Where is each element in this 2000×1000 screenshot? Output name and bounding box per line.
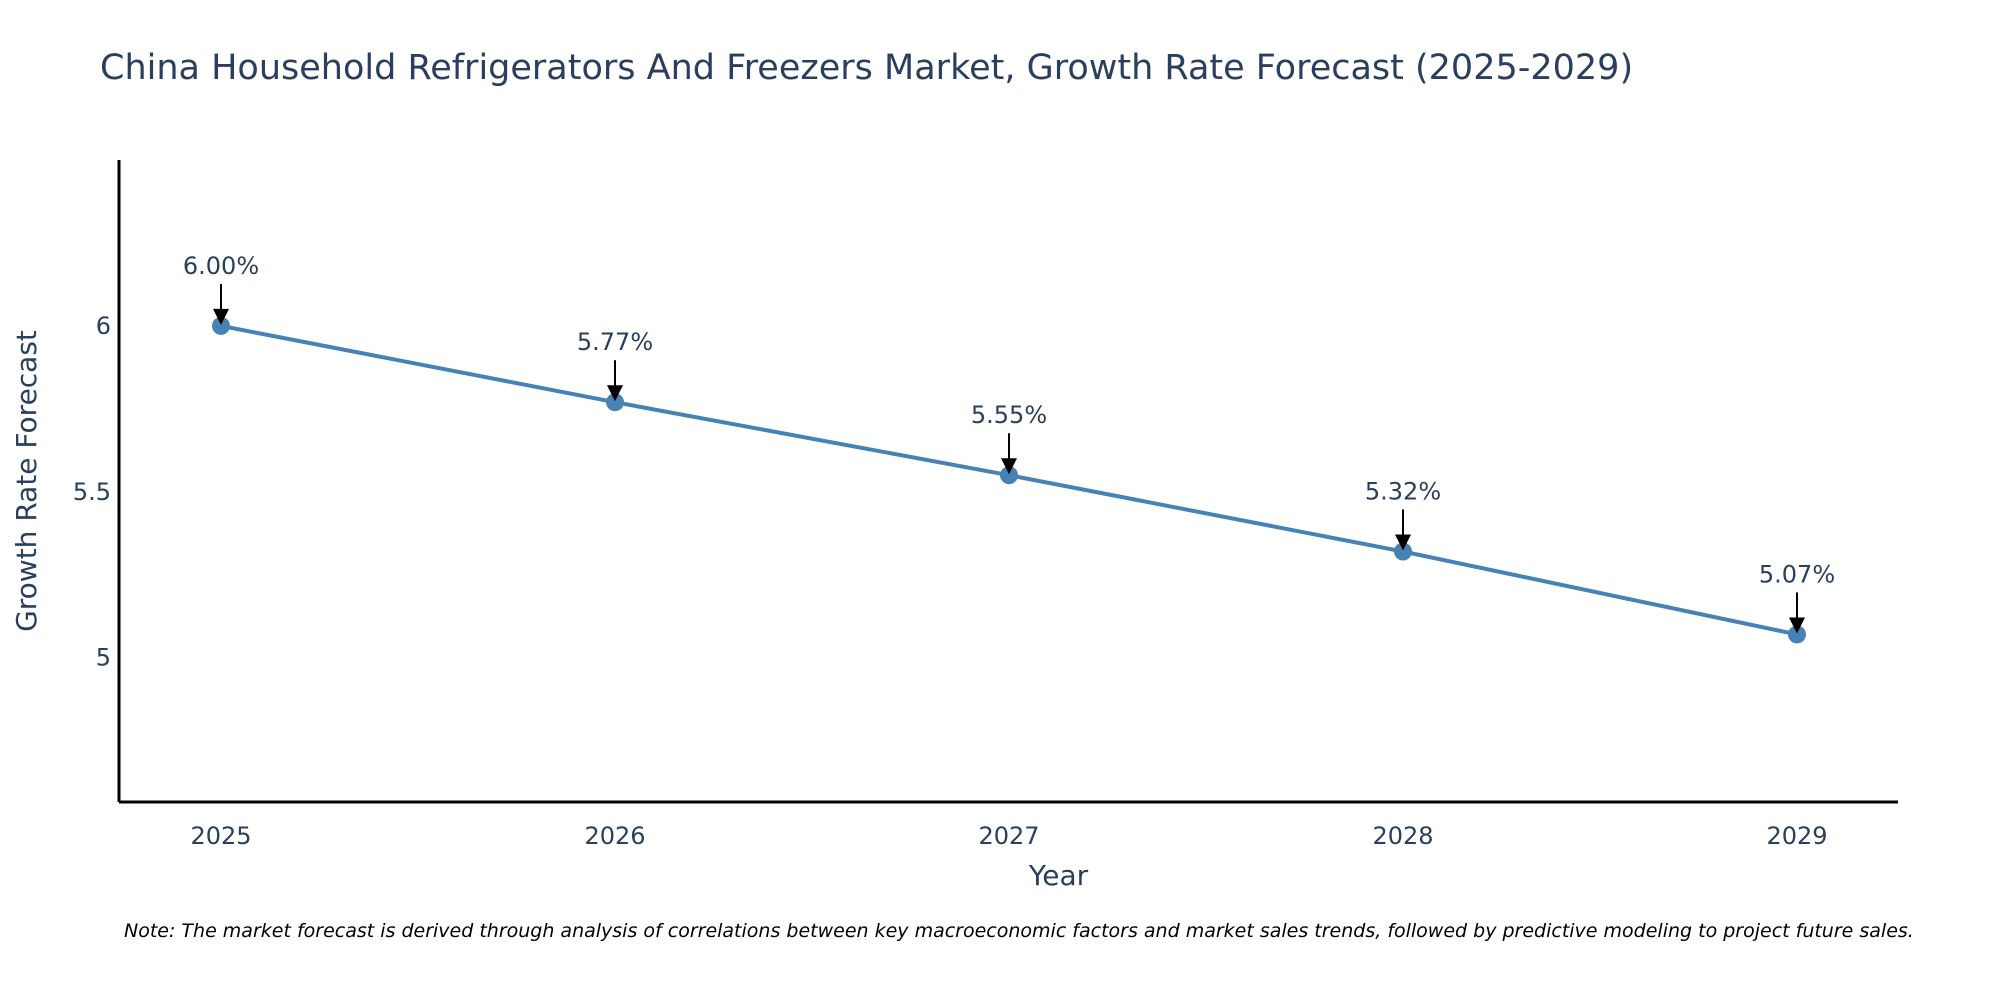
x-tick-label: 2027	[978, 822, 1039, 850]
footnote: Note: The market forecast is derived thr…	[124, 920, 1914, 942]
y-tick-label: 6	[96, 312, 111, 340]
annotation-arrow-head	[1001, 458, 1017, 475]
x-axis-title: Year	[1028, 859, 1089, 892]
data-label: 5.07%	[1759, 560, 1835, 588]
data-label: 5.32%	[1365, 478, 1441, 506]
series-layer	[212, 316, 1806, 644]
annotation-arrow-head	[1789, 617, 1805, 634]
labels-layer: 6.00% 5.77% 5.55% 5.32% 5.07%	[183, 252, 1835, 634]
y-tick-label: 5.5	[73, 478, 111, 506]
x-tick-label: 2025	[190, 822, 251, 850]
data-point-marker	[1000, 466, 1018, 485]
y-axis-title: Growth Rate Forecast	[10, 330, 43, 632]
x-tick-label: 2029	[1766, 822, 1827, 850]
x-tick-label: 2026	[584, 822, 645, 850]
x-tick-label: 2028	[1372, 822, 1433, 850]
data-point-marker	[1788, 625, 1806, 644]
data-point-marker	[606, 393, 624, 412]
y-tick-label: 5	[96, 644, 111, 672]
annotation-arrow-head	[607, 385, 623, 402]
data-point-marker	[212, 316, 230, 335]
annotation-arrow-head	[213, 308, 229, 325]
annotation-arrow-head	[1395, 534, 1411, 551]
data-label: 5.55%	[971, 401, 1047, 429]
chart-title: China Household Refrigerators And Freeze…	[100, 48, 1634, 88]
axes-layer: 5 5.5 6 2025 2026 2027 2028 2029 Year Growth Rate…	[10, 160, 1898, 892]
data-label: 5.77%	[577, 328, 653, 356]
data-label: 6.00%	[183, 252, 259, 280]
data-point-marker	[1394, 542, 1412, 561]
